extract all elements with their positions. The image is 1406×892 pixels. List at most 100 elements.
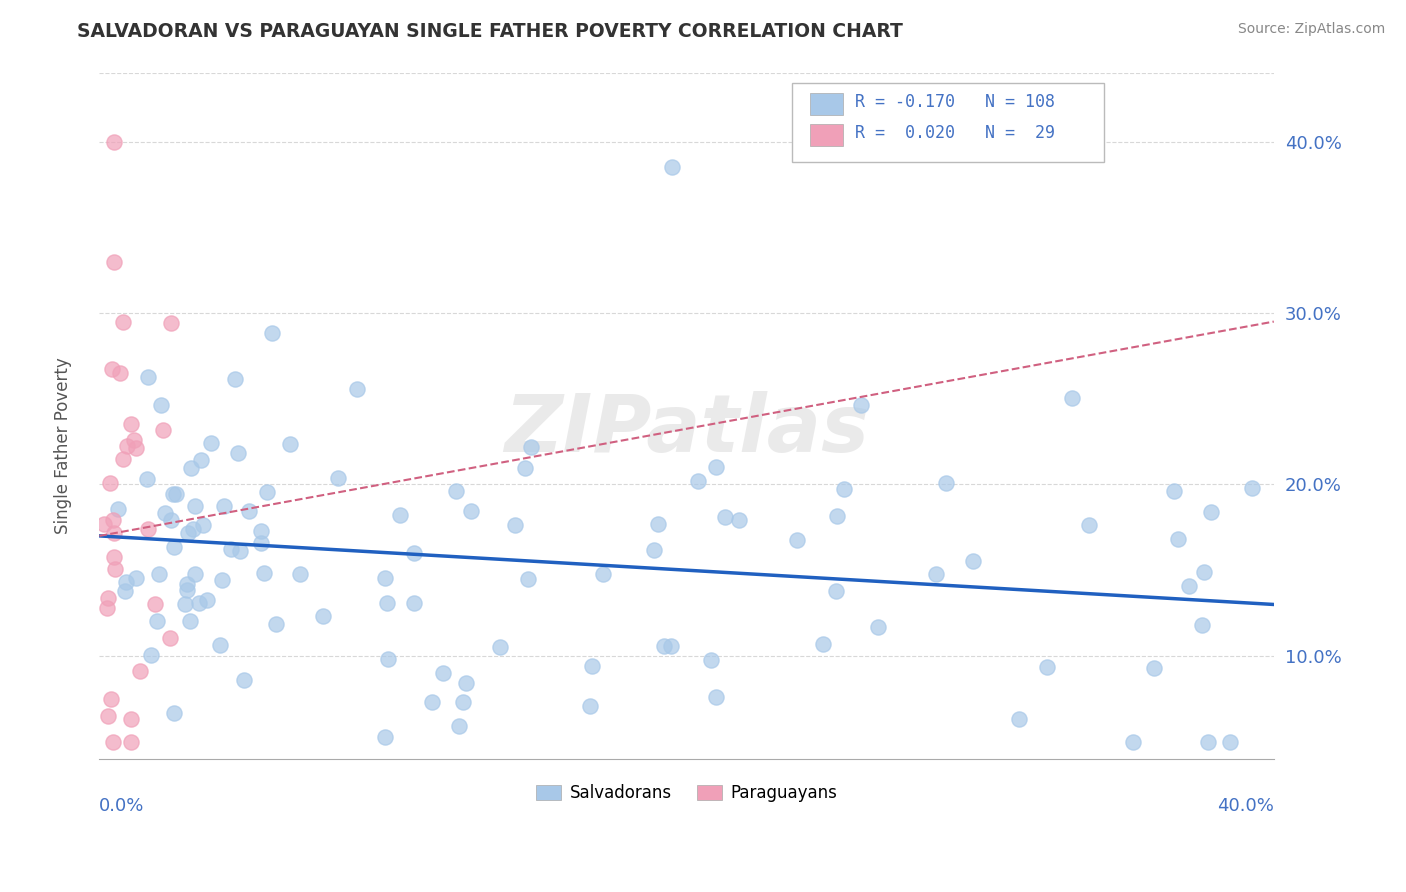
- Point: [103, 254, 125, 268]
- Point: [153, 506, 176, 520]
- Point: [96, 601, 118, 615]
- Point: [647, 516, 669, 531]
- Text: R =  0.020   N =  29: R = 0.020 N = 29: [855, 124, 1054, 143]
- Point: [141, 648, 163, 663]
- Point: [260, 326, 283, 340]
- Point: [326, 471, 349, 485]
- Point: [688, 474, 710, 488]
- Point: [226, 446, 249, 460]
- Point: [97, 709, 120, 723]
- Point: [1192, 565, 1215, 579]
- Point: [163, 541, 186, 555]
- Point: [1167, 532, 1189, 546]
- Point: [212, 500, 235, 514]
- Point: [454, 676, 477, 690]
- Text: 0.0%: 0.0%: [100, 797, 145, 814]
- Point: [103, 549, 125, 564]
- Point: [148, 566, 170, 581]
- Point: [124, 572, 146, 586]
- Point: [180, 460, 202, 475]
- Point: [581, 658, 603, 673]
- Point: [173, 598, 195, 612]
- Point: [432, 666, 454, 681]
- Point: [1078, 517, 1101, 532]
- Point: [101, 734, 124, 748]
- Point: [1122, 734, 1144, 748]
- Point: [374, 730, 396, 744]
- Point: [200, 435, 222, 450]
- Point: [420, 695, 443, 709]
- Point: [312, 609, 335, 624]
- Point: [1199, 505, 1222, 519]
- Point: [962, 554, 984, 568]
- Point: [517, 572, 540, 586]
- FancyBboxPatch shape: [793, 83, 1104, 162]
- Point: [125, 442, 148, 456]
- Point: [925, 566, 948, 581]
- Point: [122, 434, 145, 448]
- Point: [195, 593, 218, 607]
- Point: [191, 517, 214, 532]
- Point: [451, 695, 474, 709]
- Point: [238, 503, 260, 517]
- Legend: Salvadorans, Paraguayans: Salvadorans, Paraguayans: [530, 778, 844, 809]
- Point: [652, 639, 675, 653]
- Point: [111, 451, 134, 466]
- Text: ZIPatlas: ZIPatlas: [505, 391, 869, 468]
- Point: [211, 573, 233, 587]
- Point: [375, 596, 398, 610]
- Point: [253, 566, 276, 580]
- Point: [579, 698, 602, 713]
- Point: [389, 508, 412, 522]
- FancyBboxPatch shape: [810, 124, 842, 146]
- Point: [1241, 481, 1264, 495]
- Point: [1178, 579, 1201, 593]
- Point: [98, 475, 121, 490]
- Point: [825, 509, 848, 524]
- Point: [232, 673, 254, 688]
- Point: [136, 522, 159, 536]
- Point: [1197, 734, 1219, 748]
- Point: [449, 719, 471, 733]
- Point: [101, 513, 124, 527]
- Point: [278, 437, 301, 451]
- Point: [700, 653, 723, 667]
- Point: [160, 513, 183, 527]
- Point: [152, 423, 174, 437]
- Point: [250, 524, 273, 538]
- Point: [824, 584, 846, 599]
- Point: [1219, 734, 1241, 748]
- Point: [849, 398, 872, 412]
- Text: R = -0.170   N = 108: R = -0.170 N = 108: [855, 94, 1054, 112]
- Point: [146, 614, 169, 628]
- Point: [187, 596, 209, 610]
- Point: [159, 632, 181, 646]
- Point: [643, 543, 665, 558]
- Point: [117, 438, 139, 452]
- Point: [93, 516, 115, 531]
- Point: [1062, 391, 1084, 405]
- Point: [728, 513, 751, 527]
- Point: [515, 461, 537, 475]
- Point: [402, 596, 425, 610]
- Point: [190, 453, 212, 467]
- Point: [786, 533, 808, 548]
- Point: [250, 536, 273, 550]
- Point: [264, 616, 287, 631]
- Point: [103, 135, 125, 149]
- Point: [704, 690, 727, 704]
- FancyBboxPatch shape: [810, 93, 842, 115]
- Point: [488, 640, 510, 654]
- Point: [592, 566, 614, 581]
- Point: [256, 485, 278, 500]
- Point: [162, 487, 184, 501]
- Point: [832, 482, 855, 496]
- Text: Source: ZipAtlas.com: Source: ZipAtlas.com: [1237, 22, 1385, 37]
- Point: [103, 526, 125, 541]
- Point: [219, 541, 242, 556]
- Point: [519, 440, 541, 454]
- Point: [209, 638, 232, 652]
- Point: [184, 566, 207, 581]
- Point: [224, 372, 246, 386]
- Point: [868, 619, 890, 633]
